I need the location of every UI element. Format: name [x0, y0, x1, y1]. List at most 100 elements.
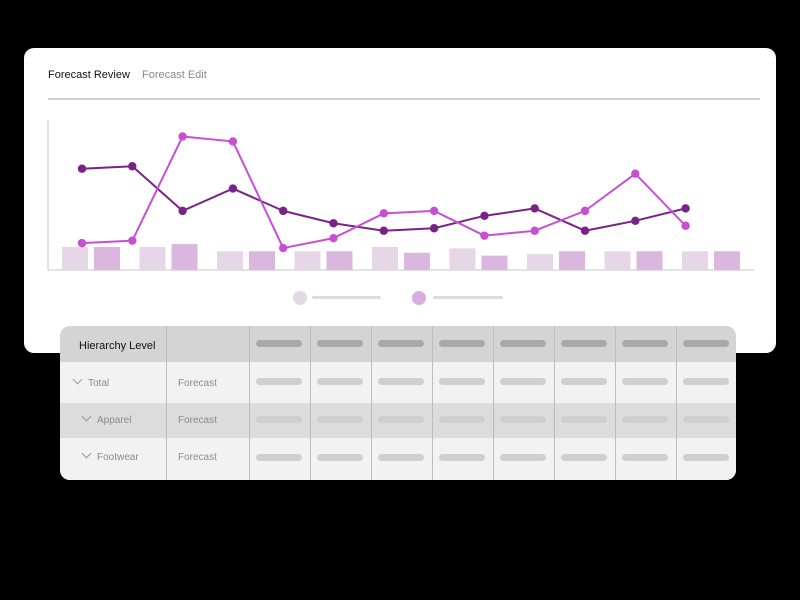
data-point — [279, 206, 288, 216]
header-placeholder-pill — [378, 340, 424, 347]
data-point — [77, 164, 87, 173]
bar-dark — [636, 251, 663, 270]
chevron-down-icon[interactable] — [81, 411, 92, 422]
cell-placeholder-pill — [378, 454, 424, 461]
cell-placeholder-pill — [500, 416, 546, 423]
cell-placeholder-pill — [317, 378, 363, 385]
cell-placeholder-pill — [683, 416, 729, 423]
bar-dark — [559, 251, 585, 270]
cell-placeholder-pill — [561, 454, 607, 461]
bar-dark — [404, 252, 430, 270]
data-point — [279, 243, 288, 253]
bar-light — [372, 246, 398, 270]
data-point — [379, 209, 388, 218]
cell-placeholder-pill — [622, 378, 668, 385]
column-divider — [166, 326, 167, 480]
cell-placeholder-pill — [439, 416, 485, 423]
cell-placeholder-pill — [683, 454, 729, 461]
column-divider — [554, 326, 555, 480]
tab-bar: Forecast Review Forecast Edit — [48, 68, 760, 100]
bar-dark — [714, 251, 740, 270]
data-point — [128, 236, 137, 245]
data-point — [178, 132, 187, 141]
data-point — [681, 221, 690, 230]
cell-placeholder-pill — [378, 378, 424, 385]
column-divider — [615, 326, 616, 480]
cell-placeholder-pill — [622, 416, 668, 423]
column-divider — [432, 326, 433, 480]
forecast-chart — [47, 120, 754, 271]
row-type: Forecast — [178, 452, 217, 463]
column-divider — [493, 326, 494, 480]
data-point — [480, 211, 489, 221]
bar-light — [217, 251, 243, 270]
cell-placeholder-pill — [317, 454, 363, 461]
chevron-down-icon[interactable] — [72, 374, 83, 385]
cell-placeholder-pill — [439, 378, 485, 385]
header-placeholder-pill — [622, 340, 668, 347]
legend-dot-series-1 — [293, 291, 307, 305]
header-placeholder-pill — [561, 340, 607, 347]
data-point — [77, 238, 87, 248]
bar-light — [449, 248, 476, 270]
cell-placeholder-pill — [683, 378, 729, 385]
cell-placeholder-pill — [500, 378, 546, 385]
data-point — [530, 226, 539, 235]
bar-light — [527, 254, 553, 270]
header-placeholder-pill — [683, 340, 729, 347]
cell-placeholder-pill — [500, 454, 546, 461]
data-point — [429, 224, 439, 233]
cell-placeholder-pill — [561, 378, 607, 385]
data-point — [580, 226, 590, 235]
bar-light — [139, 246, 166, 270]
header-placeholder-pill — [256, 340, 302, 347]
data-point — [429, 206, 439, 216]
cell-placeholder-pill — [256, 378, 302, 385]
row-type: Forecast — [178, 415, 217, 426]
column-divider — [676, 326, 677, 480]
legend-line-series-1 — [312, 296, 381, 299]
row-name: Apparel — [97, 415, 132, 426]
tab-forecast-edit[interactable]: Forecast Edit — [142, 69, 207, 81]
header-placeholder-pill — [439, 340, 485, 347]
header-placeholder-pill — [500, 340, 546, 347]
cell-placeholder-pill — [256, 454, 302, 461]
bar-dark — [326, 251, 353, 270]
data-point — [530, 204, 539, 213]
data-point — [329, 233, 338, 243]
data-point — [631, 216, 640, 225]
column-divider — [249, 326, 250, 480]
cell-placeholder-pill — [439, 454, 485, 461]
data-point — [580, 206, 590, 216]
bar-dark — [171, 244, 198, 270]
cell-placeholder-pill — [256, 416, 302, 423]
bar-dark — [249, 251, 275, 270]
bar-light — [604, 251, 631, 270]
bar-light — [294, 251, 321, 270]
data-point — [631, 169, 640, 178]
bar-light — [682, 251, 708, 270]
tab-forecast-review[interactable]: Forecast Review — [48, 69, 130, 81]
bar-light — [62, 246, 88, 270]
legend-line-series-2 — [433, 296, 503, 299]
bar-dark — [94, 246, 120, 270]
row-name: Total — [88, 378, 110, 389]
data-point — [379, 226, 388, 235]
row-type: Forecast — [178, 378, 217, 389]
data-point — [128, 162, 137, 171]
cell-placeholder-pill — [378, 416, 424, 423]
data-point — [228, 137, 238, 146]
data-point — [480, 231, 489, 240]
bar-dark — [481, 255, 508, 270]
hierarchy-level-header: Hierarchy Level — [79, 340, 156, 352]
data-point — [329, 219, 338, 228]
data-point — [228, 184, 238, 193]
hierarchy-table: Hierarchy Level Total Forecast Apparel F… — [60, 326, 736, 480]
row-name: Footwear — [97, 452, 139, 463]
cell-placeholder-pill — [561, 416, 607, 423]
legend-dot-series-2 — [412, 291, 426, 305]
series-line-1 — [81, 165, 686, 232]
data-point — [681, 204, 690, 213]
data-point — [178, 206, 187, 216]
chevron-down-icon[interactable] — [81, 448, 92, 459]
